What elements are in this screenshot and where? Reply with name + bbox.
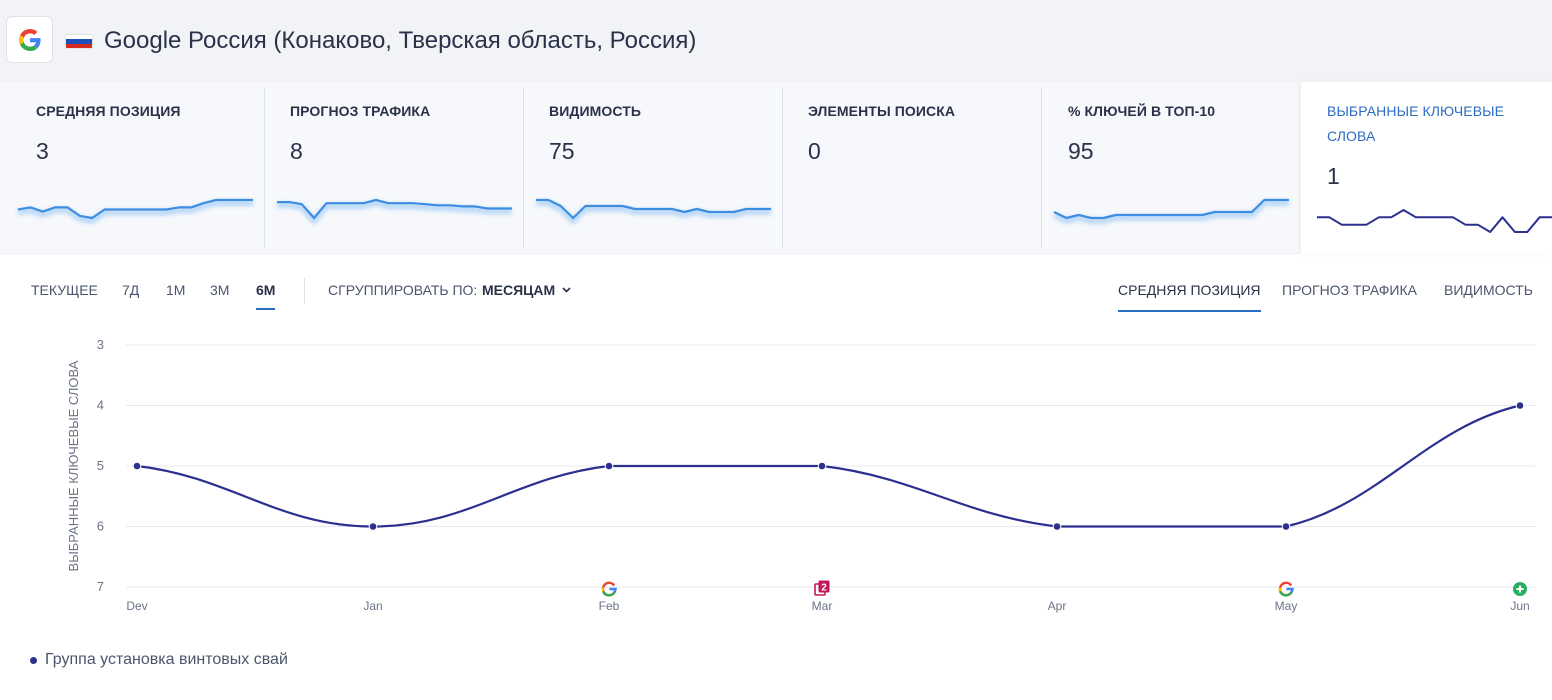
metric-card-traffic-forecast[interactable]: ПРОГНОЗ ТРАФИКА 8 — [265, 82, 524, 254]
flag-stripe-white — [66, 35, 92, 40]
sparkline-line — [1317, 209, 1552, 233]
plus-circle-icon[interactable] — [1513, 582, 1527, 596]
sparkline-glow — [17, 200, 253, 224]
svg-text:2: 2 — [821, 583, 827, 594]
data-point[interactable] — [817, 461, 827, 471]
google-g-icon[interactable] — [1278, 581, 1294, 597]
data-point[interactable] — [604, 461, 614, 471]
sparkline-visibility — [536, 198, 771, 225]
period-button-6m[interactable]: 6М — [256, 282, 276, 310]
metric-card-value: 95 — [1068, 138, 1094, 164]
y-tick-label: 3 — [97, 337, 104, 352]
chart-controls: ТЕКУЩЕЕ 7Д 1М 3М 6М СГРУППИРОВАТЬ ПО: МЕ… — [0, 270, 1552, 314]
metric-tab-avg-position[interactable]: СРЕДНЯЯ ПОЗИЦИЯ — [1118, 282, 1261, 312]
metric-card-top10[interactable]: % КЛЮЧЕЙ В ТОП-10 95 — [1042, 82, 1301, 254]
x-tick-label: Jun — [1510, 599, 1529, 613]
metric-card-value: 1 — [1327, 163, 1340, 189]
metric-card-value: 3 — [36, 138, 49, 164]
chart-legend[interactable]: Группа установка винтовых свай — [30, 651, 288, 669]
x-tick-label: Apr — [1048, 599, 1067, 613]
metric-card-label: % КЛЮЧЕЙ В ТОП-10 — [1068, 103, 1216, 119]
y-axis-label: ВЫБРАННЫЕ КЛЮЧЕВЫЕ СЛОВА — [66, 360, 81, 571]
period-button-current[interactable]: ТЕКУЩЕЕ — [31, 282, 98, 298]
x-tick-label: Mar — [812, 599, 833, 613]
y-tick-label: 5 — [97, 458, 104, 473]
x-tick-label: May — [1275, 599, 1298, 613]
russia-flag-icon — [65, 34, 93, 49]
sparkline-line — [277, 198, 512, 220]
group-by-value: МЕСЯЦАМ — [482, 282, 556, 298]
google-g-icon — [18, 28, 41, 51]
data-point[interactable] — [1515, 401, 1525, 410]
sparkline-glow — [536, 200, 771, 225]
google-engine-button[interactable] — [6, 16, 53, 63]
metric-card-label: СРЕДНЯЯ ПОЗИЦИЯ — [36, 103, 181, 119]
serp-features-icon[interactable]: 2 — [814, 580, 830, 596]
flag-stripe-red — [66, 43, 92, 48]
legend-series-label: Группа установка винтовых свай — [45, 651, 288, 668]
sparkline-glow — [277, 200, 512, 225]
metric-card-value: 8 — [290, 138, 303, 164]
metric-card-selected-keywords[interactable]: ВЫБРАННЫЕ КЛЮЧЕВЫЕ СЛОВА 1 — [1301, 82, 1552, 254]
group-by-dropdown[interactable]: МЕСЯЦАМ — [482, 282, 571, 298]
period-button-3m[interactable]: 3М — [210, 282, 230, 298]
data-point[interactable] — [368, 522, 378, 531]
metric-cards: СРЕДНЯЯ ПОЗИЦИЯ 3 ПРОГНОЗ ТРАФИКА 8 ВИДИ… — [0, 82, 1552, 254]
sparkline-glow — [1052, 200, 1289, 224]
metric-tab-traffic-forecast[interactable]: ПРОГНОЗ ТРАФИКА — [1282, 282, 1417, 298]
metric-card-value: 75 — [549, 138, 575, 164]
position-chart: 3 4 5 6 7 ВЫБРАННЫЕ КЛЮЧЕВЫЕ СЛОВА Dev Jan Feb Ma… — [66, 337, 1535, 613]
metric-card-visibility[interactable]: ВИДИМОСТЬ 75 — [524, 82, 783, 254]
metric-card-label: ВЫБРАННЫЕ КЛЮЧЕВЫЕ СЛОВА — [1327, 103, 1505, 144]
y-tick-label: 4 — [97, 398, 104, 413]
metric-card-label: ЭЛЕМЕНТЫ ПОИСКА — [808, 103, 956, 119]
metric-card-label: ВИДИМОСТЬ — [549, 103, 642, 119]
y-tick-label: 6 — [97, 519, 104, 534]
controls-divider — [304, 278, 305, 304]
data-point[interactable] — [1281, 522, 1291, 531]
metric-card-label: ПРОГНОЗ ТРАФИКА — [290, 103, 431, 119]
metric-card-value: 0 — [808, 138, 821, 164]
y-tick-label: 7 — [97, 579, 104, 594]
metric-tab-visibility[interactable]: ВИДИМОСТЬ — [1444, 282, 1533, 298]
metric-card-avg-position[interactable]: СРЕДНЯЯ ПОЗИЦИЯ 3 — [6, 82, 265, 254]
flag-stripe-blue — [66, 39, 92, 44]
period-button-1m[interactable]: 1М — [166, 282, 186, 298]
period-button-7d[interactable]: 7Д — [122, 282, 140, 298]
sparkline-traffic-forecast — [277, 198, 512, 225]
metric-card-serp-features[interactable]: ЭЛЕМЕНТЫ ПОИСКА 0 — [783, 82, 1042, 254]
sparkline-line — [536, 198, 771, 220]
sparkline-line — [17, 198, 253, 220]
sparkline-selected-keywords — [1317, 209, 1552, 233]
data-point[interactable] — [132, 461, 142, 471]
sparkline-avg-position — [17, 198, 253, 224]
search-engine-header: Google Россия (Конаково, Тверская област… — [0, 0, 1552, 82]
data-point[interactable] — [1052, 522, 1062, 531]
sparkline-top10 — [1052, 198, 1289, 224]
legend-series-dot — [30, 656, 37, 664]
x-tick-label: Jan — [363, 599, 382, 613]
sparkline-line — [1053, 198, 1289, 220]
group-by-label: СГРУППИРОВАТЬ ПО: — [328, 282, 478, 298]
x-tick-label: Feb — [599, 599, 620, 613]
engine-title: Google Россия (Конаково, Тверская област… — [104, 27, 697, 54]
chevron-down-icon — [562, 287, 571, 293]
x-tick-label: Dev — [126, 599, 147, 613]
google-g-icon[interactable] — [601, 581, 617, 597]
